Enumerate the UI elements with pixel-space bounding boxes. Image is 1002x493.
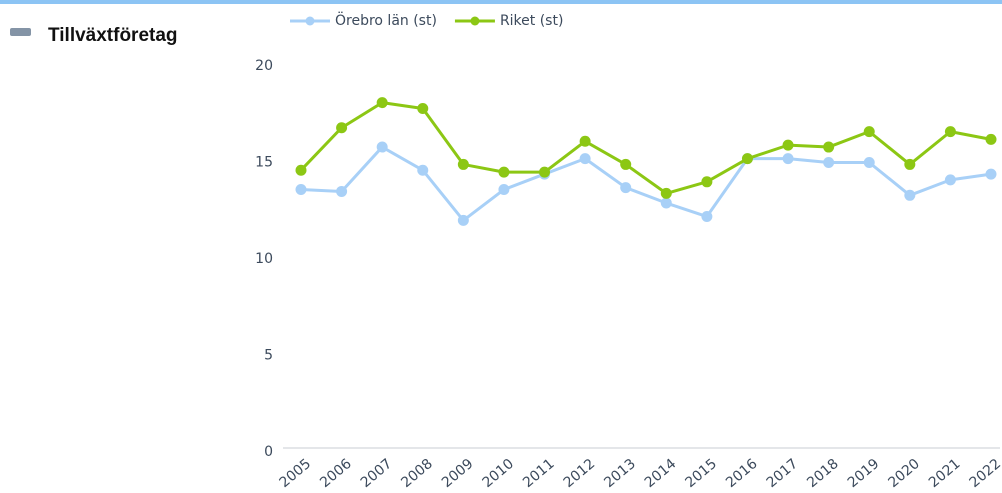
y-tick-label: 15 <box>255 155 273 171</box>
x-tick-label: 2016 <box>723 456 761 491</box>
x-tick-label: 2014 <box>642 456 680 491</box>
point <box>336 185 348 197</box>
point <box>823 141 835 153</box>
point <box>620 158 632 170</box>
point <box>701 176 713 188</box>
x-tick-label: 2015 <box>682 456 720 491</box>
point <box>823 157 835 168</box>
x-tick-label: 2018 <box>804 456 842 491</box>
point <box>782 153 794 165</box>
x-tick-label: 2011 <box>520 456 558 491</box>
x-tick-label: 2020 <box>885 456 923 491</box>
point <box>457 214 469 226</box>
x-tick-label: 2009 <box>439 456 477 491</box>
top-border <box>0 0 1002 4</box>
x-tick-label: 2007 <box>358 456 396 491</box>
series-line <box>299 101 992 195</box>
point <box>741 153 753 165</box>
point <box>660 197 672 209</box>
y-tick-label: 10 <box>255 251 273 267</box>
y-tick-label: 0 <box>264 444 273 460</box>
series-line <box>300 145 992 222</box>
x-tick-label: 2008 <box>398 456 436 491</box>
point <box>904 158 916 170</box>
point <box>944 126 956 138</box>
x-tick-label: 2012 <box>561 456 599 491</box>
point <box>660 187 672 199</box>
point <box>579 135 591 147</box>
x-tick-label: 2006 <box>317 456 355 491</box>
sidebar-icon <box>10 28 31 36</box>
point <box>985 168 997 180</box>
point <box>701 211 713 223</box>
x-tick-label: 2022 <box>967 456 1002 491</box>
point <box>417 102 429 114</box>
point <box>863 157 875 168</box>
point <box>539 166 551 178</box>
y-tick-label: 5 <box>264 348 273 364</box>
legend-label: Örebro län (st) <box>335 11 437 29</box>
legend-marker <box>305 16 315 26</box>
point <box>498 184 510 196</box>
point <box>457 158 469 170</box>
legend-label: Riket (st) <box>500 13 564 29</box>
point <box>904 189 916 201</box>
x-tick-label: 2010 <box>479 456 517 491</box>
x-tick-label: 2021 <box>926 456 964 491</box>
point <box>782 139 794 151</box>
point <box>376 97 388 109</box>
point <box>863 126 875 138</box>
point <box>620 182 632 194</box>
legend-marker <box>470 16 480 26</box>
point <box>336 122 348 134</box>
x-tick-label: 2013 <box>601 456 639 491</box>
point <box>295 184 307 196</box>
point <box>579 153 591 165</box>
x-tick-label: 2005 <box>277 456 315 491</box>
y-tick-label: 20 <box>255 58 273 74</box>
x-tick-label: 2019 <box>845 456 883 491</box>
point <box>376 141 388 153</box>
point <box>498 166 510 178</box>
point <box>295 164 307 176</box>
x-tick-label: 2017 <box>764 456 802 491</box>
sidebar-label: Tillväxtföretag <box>48 25 178 46</box>
point <box>944 174 956 186</box>
point <box>417 164 429 176</box>
point <box>985 133 997 145</box>
